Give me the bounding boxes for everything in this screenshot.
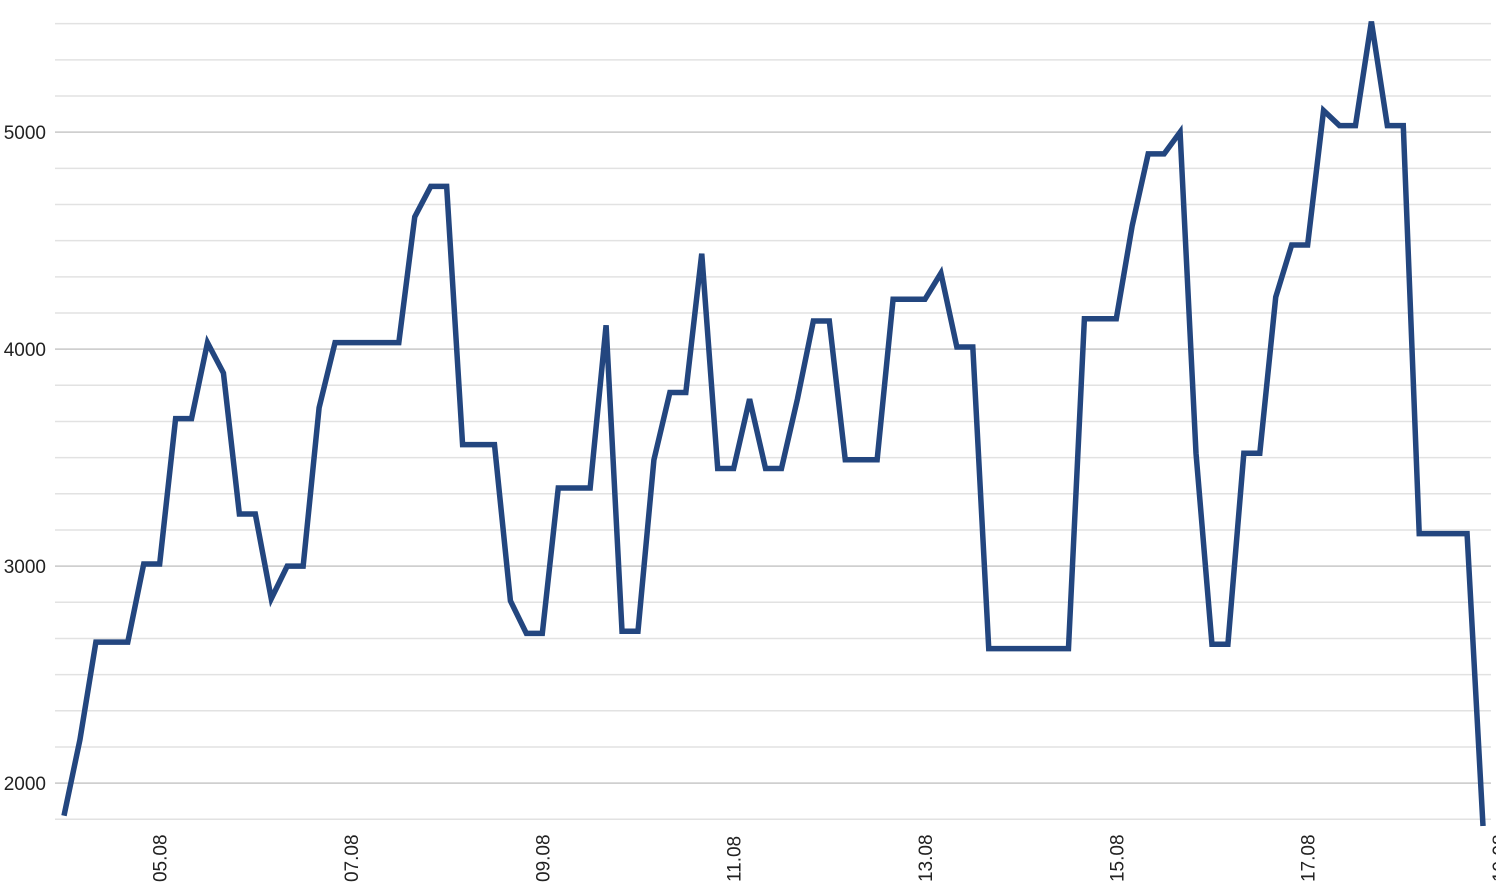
series-line [61,21,1486,827]
x-tick-label: 11.08 [725,836,746,882]
y-tick-label: 4000 [4,340,46,361]
y-tick-label: 2000 [4,774,46,795]
x-tick-label: 19.08 [1490,834,1496,882]
y-axis: 2000 3000 4000 5000 [4,123,46,795]
series-layer [61,21,1486,827]
y-tick-label: 5000 [4,123,46,144]
x-tick-label: 17.08 [1299,834,1320,882]
x-tick-label: 09.08 [533,834,554,882]
x-tick-label: 15.08 [1107,834,1128,882]
y-tick-label: 3000 [4,557,46,578]
x-tick-label: 07.08 [342,834,363,882]
x-axis: 05.08 07.08 09.08 11.08 13.08 15.08 17.08 19.08… [151,834,1496,882]
gridlines [55,22,1491,821]
x-tick-label: 13.08 [916,834,937,882]
x-tick-label: 05.08 [151,834,172,882]
